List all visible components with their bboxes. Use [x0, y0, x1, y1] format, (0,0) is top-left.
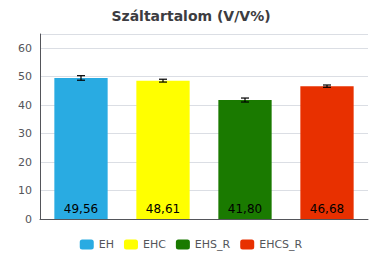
svg-text:40: 40 [18, 99, 32, 112]
svg-text:0: 0 [25, 213, 32, 226]
svg-text:48,61: 48,61 [146, 202, 180, 216]
svg-text:10: 10 [18, 184, 32, 197]
svg-text:EHCS_R: EHCS_R [259, 238, 302, 251]
svg-text:EHC: EHC [143, 238, 166, 251]
svg-text:30: 30 [18, 127, 32, 140]
svg-text:EH: EH [99, 238, 114, 251]
svg-text:50: 50 [18, 70, 32, 83]
svg-text:EHS_R: EHS_R [195, 238, 231, 251]
svg-text:Száltartalom (V/V%): Száltartalom (V/V%) [111, 8, 270, 24]
svg-text:20: 20 [18, 156, 32, 169]
svg-text:49,56: 49,56 [64, 202, 98, 216]
svg-text:46,68: 46,68 [310, 202, 344, 216]
svg-text:41,80: 41,80 [228, 202, 262, 216]
svg-text:60: 60 [18, 42, 32, 55]
